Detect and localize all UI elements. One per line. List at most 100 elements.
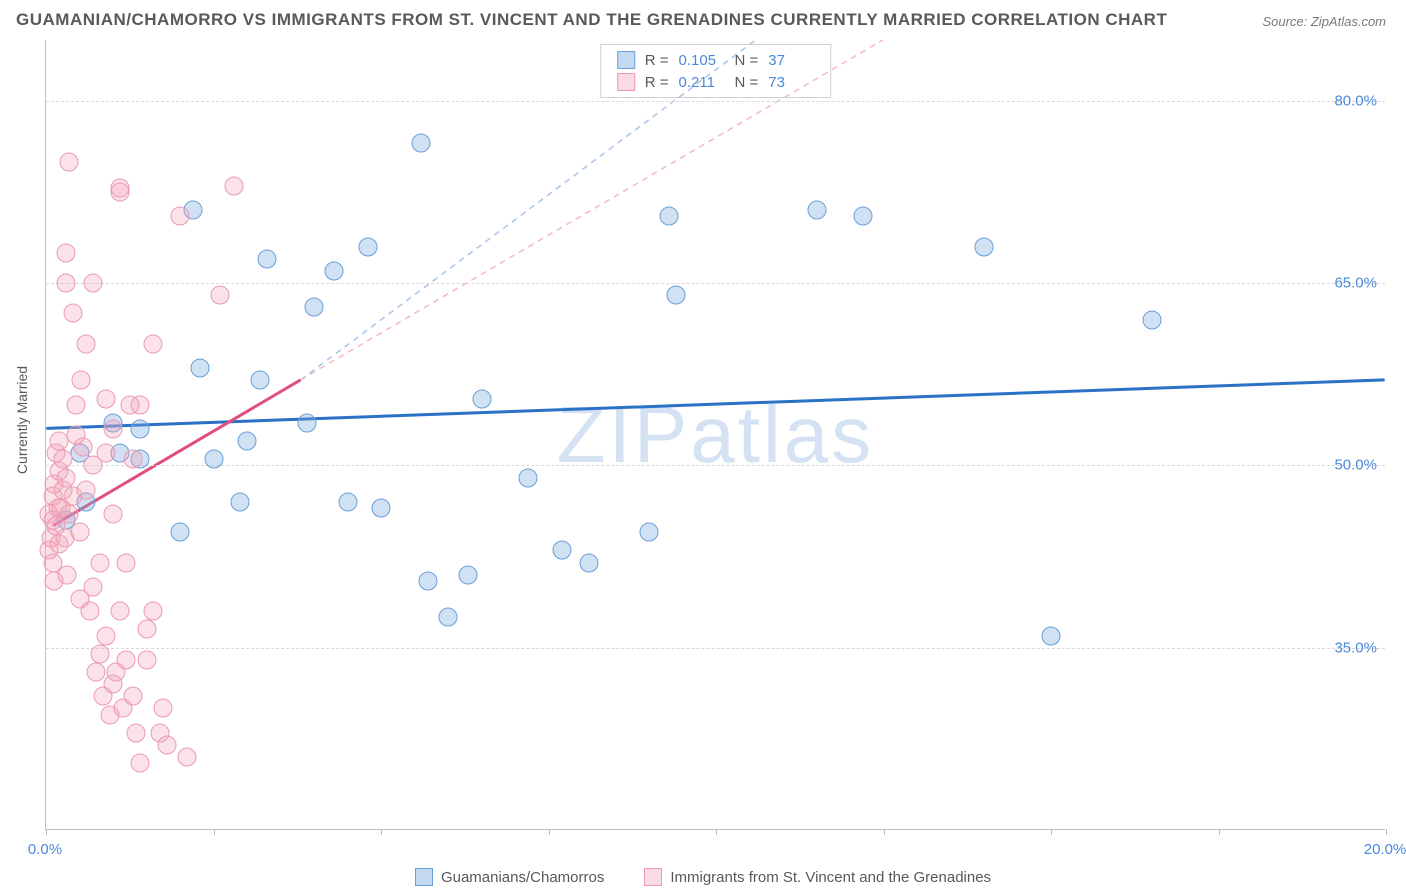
data-point-pink bbox=[63, 304, 82, 323]
data-point-blue bbox=[660, 207, 679, 226]
data-point-pink bbox=[130, 395, 149, 414]
data-point-pink bbox=[137, 650, 156, 669]
data-point-pink bbox=[73, 438, 92, 457]
data-point-blue bbox=[640, 523, 659, 542]
data-point-blue bbox=[666, 286, 685, 305]
data-point-blue bbox=[412, 134, 431, 153]
data-point-blue bbox=[1142, 310, 1161, 329]
swatch-pink-icon bbox=[617, 73, 635, 91]
y-tick-label: 65.0% bbox=[1334, 275, 1377, 292]
gridline bbox=[46, 465, 1385, 466]
x-tick bbox=[1219, 829, 1220, 835]
data-point-blue bbox=[171, 523, 190, 542]
n-label: N = bbox=[735, 52, 759, 69]
data-point-pink bbox=[70, 523, 89, 542]
x-tick bbox=[884, 829, 885, 835]
data-point-pink bbox=[110, 179, 129, 198]
data-point-blue bbox=[130, 419, 149, 438]
gridline bbox=[46, 283, 1385, 284]
x-tick bbox=[381, 829, 382, 835]
legend-item-pink: Immigrants from St. Vincent and the Gren… bbox=[644, 868, 991, 886]
x-tick bbox=[214, 829, 215, 835]
data-point-pink bbox=[58, 565, 77, 584]
data-point-pink bbox=[224, 176, 243, 195]
data-point-pink bbox=[77, 480, 96, 499]
data-point-blue bbox=[251, 371, 270, 390]
data-point-pink bbox=[157, 735, 176, 754]
data-point-blue bbox=[238, 432, 257, 451]
n-value-blue: 37 bbox=[768, 52, 814, 69]
data-point-blue bbox=[338, 492, 357, 511]
data-point-blue bbox=[191, 359, 210, 378]
data-point-blue bbox=[372, 498, 391, 517]
data-point-blue bbox=[325, 261, 344, 280]
data-point-pink bbox=[117, 650, 136, 669]
data-point-pink bbox=[104, 505, 123, 524]
data-point-blue bbox=[258, 249, 277, 268]
data-point-blue bbox=[975, 237, 994, 256]
data-point-blue bbox=[807, 201, 826, 220]
data-point-pink bbox=[71, 371, 90, 390]
y-axis-label: Currently Married bbox=[14, 366, 30, 474]
data-point-pink bbox=[130, 754, 149, 773]
r-value-blue: 0.105 bbox=[679, 52, 725, 69]
legend-correlation: R = 0.105 N = 37 R = 0.211 N = 73 bbox=[600, 44, 832, 98]
data-point-blue bbox=[418, 571, 437, 590]
data-point-blue bbox=[519, 468, 538, 487]
data-point-pink bbox=[57, 243, 76, 262]
legend-label-blue: Guamanians/Chamorros bbox=[441, 869, 604, 886]
x-tick bbox=[549, 829, 550, 835]
data-point-blue bbox=[204, 450, 223, 469]
legend-label-pink: Immigrants from St. Vincent and the Gren… bbox=[670, 869, 991, 886]
plot-area: ZIPatlas R = 0.105 N = 37 R = 0.211 N = … bbox=[45, 40, 1385, 830]
r-label: R = bbox=[645, 52, 669, 69]
x-tick-label: 20.0% bbox=[1364, 841, 1406, 858]
x-tick-label: 0.0% bbox=[28, 841, 62, 858]
data-point-pink bbox=[144, 334, 163, 353]
swatch-blue-icon bbox=[415, 868, 433, 886]
data-point-pink bbox=[117, 553, 136, 572]
data-point-pink bbox=[104, 419, 123, 438]
chart-title: GUAMANIAN/CHAMORRO VS IMMIGRANTS FROM ST… bbox=[16, 10, 1167, 30]
x-tick bbox=[716, 829, 717, 835]
legend-item-blue: Guamanians/Chamorros bbox=[415, 868, 604, 886]
data-point-blue bbox=[1042, 626, 1061, 645]
data-point-pink bbox=[211, 286, 230, 305]
data-point-blue bbox=[472, 389, 491, 408]
data-point-pink bbox=[97, 389, 116, 408]
data-point-pink bbox=[154, 699, 173, 718]
x-tick bbox=[1051, 829, 1052, 835]
r-label: R = bbox=[645, 74, 669, 91]
data-point-pink bbox=[67, 395, 86, 414]
data-point-pink bbox=[144, 602, 163, 621]
data-point-pink bbox=[110, 602, 129, 621]
data-point-pink bbox=[90, 553, 109, 572]
data-point-blue bbox=[439, 608, 458, 627]
data-point-blue bbox=[358, 237, 377, 256]
x-tick bbox=[46, 829, 47, 835]
data-point-pink bbox=[97, 444, 116, 463]
legend-row-pink: R = 0.211 N = 73 bbox=[617, 71, 815, 93]
gridline bbox=[46, 648, 1385, 649]
r-value-pink: 0.211 bbox=[679, 74, 725, 91]
data-point-blue bbox=[231, 492, 250, 511]
legend-row-blue: R = 0.105 N = 37 bbox=[617, 49, 815, 71]
y-tick-label: 35.0% bbox=[1334, 639, 1377, 656]
data-point-blue bbox=[459, 565, 478, 584]
data-point-pink bbox=[57, 274, 76, 293]
data-point-pink bbox=[83, 274, 102, 293]
data-point-pink bbox=[171, 207, 190, 226]
y-tick-label: 50.0% bbox=[1334, 457, 1377, 474]
data-point-blue bbox=[579, 553, 598, 572]
data-point-pink bbox=[97, 626, 116, 645]
data-point-pink bbox=[53, 450, 72, 469]
data-point-pink bbox=[87, 663, 106, 682]
data-point-pink bbox=[177, 748, 196, 767]
data-point-pink bbox=[57, 468, 76, 487]
gridline bbox=[46, 101, 1385, 102]
data-point-pink bbox=[124, 450, 143, 469]
data-point-blue bbox=[298, 413, 317, 432]
legend-series: Guamanians/Chamorros Immigrants from St.… bbox=[0, 868, 1406, 886]
data-point-pink bbox=[124, 687, 143, 706]
data-point-pink bbox=[77, 334, 96, 353]
